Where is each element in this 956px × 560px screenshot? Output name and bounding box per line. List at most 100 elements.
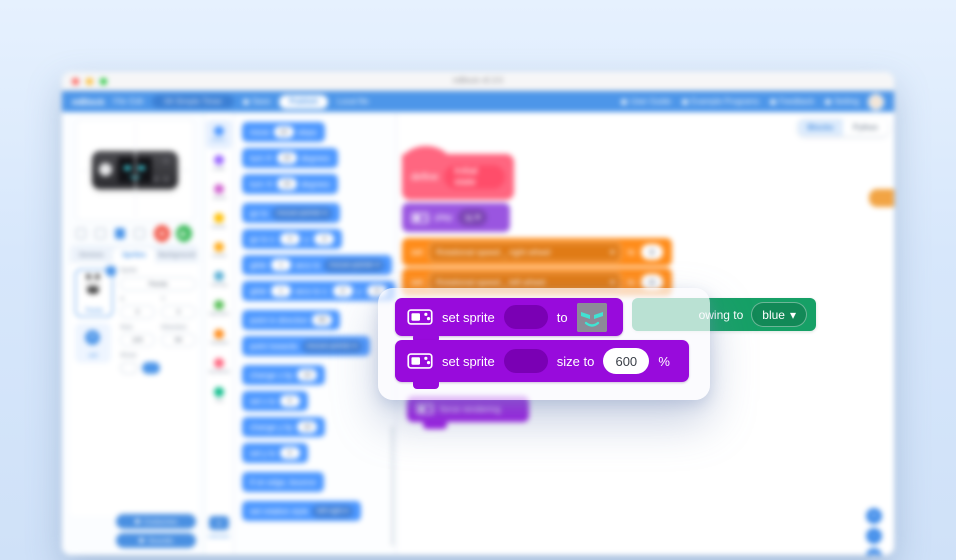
sounds-button[interactable]: Sounds: [116, 533, 196, 548]
sound-dropdown[interactable]: hi ▾: [458, 209, 487, 226]
hide-toggle[interactable]: [120, 362, 138, 374]
tab-devices[interactable]: Devices: [78, 252, 104, 259]
variable-dropdown[interactable]: Rotational speed _ left wheel ▾: [429, 272, 622, 292]
palette-block[interactable]: set y to 0: [242, 443, 308, 463]
stage-large-view-icon[interactable]: [114, 227, 126, 239]
set-variable-block-right-wheel[interactable]: set Rotational speed _ right wheel ▾ to 0: [402, 238, 672, 266]
category-events[interactable]: Events: [206, 207, 232, 236]
user-avatar[interactable]: [868, 93, 884, 110]
menu-item-example-programs[interactable]: Example Programs: [681, 97, 759, 106]
collapsed-drawer-handle[interactable]: [869, 189, 894, 207]
local-file-button[interactable]: Local file: [337, 97, 369, 106]
menu-item-edit[interactable]: Edit: [129, 97, 144, 106]
menu-item-feedback[interactable]: Feedback: [769, 97, 814, 106]
tab-sprites[interactable]: Sprites: [112, 248, 156, 263]
direction-input[interactable]: 90: [161, 333, 196, 347]
category-label: Sound: [212, 195, 226, 201]
define-block[interactable]: define Initial state: [402, 146, 514, 200]
palette-block[interactable]: if on edge, bounce: [242, 472, 324, 492]
size-input[interactable]: 100: [120, 333, 155, 347]
stage-small-view-icon[interactable]: [76, 227, 87, 239]
run-button[interactable]: ▶: [175, 224, 192, 242]
tab-python[interactable]: Python: [843, 119, 888, 136]
number-input[interactable]: 0: [280, 233, 301, 245]
category-sound[interactable]: Sound: [206, 178, 232, 207]
palette-block[interactable]: go to mouse-pointer ▾: [242, 203, 340, 223]
stage-medium-view-icon[interactable]: [95, 227, 106, 239]
zoom-in-button[interactable]: +: [866, 508, 882, 524]
category-motion[interactable]: Motion: [206, 120, 232, 149]
dropdown[interactable]: mouse-pointer ▾: [324, 258, 385, 272]
y-input[interactable]: 0: [161, 305, 196, 319]
palette-block[interactable]: go to x: 0 y: 0: [242, 229, 343, 249]
add-extension-button[interactable]: ≡: [209, 516, 229, 530]
zoom-out-button[interactable]: −: [866, 528, 882, 544]
value-input[interactable]: 0: [641, 274, 663, 290]
number-input[interactable]: 90: [312, 314, 333, 326]
number-input[interactable]: 0: [314, 233, 335, 245]
category-sensing[interactable]: Sensing: [206, 265, 232, 294]
sprite-thumbnail-panda[interactable]: Panda: [75, 266, 116, 317]
category-pen[interactable]: Pen: [206, 381, 232, 410]
menu-item-setting[interactable]: Setting: [825, 97, 859, 106]
number-input[interactable]: 10: [297, 421, 318, 433]
number-input[interactable]: 0: [332, 285, 353, 297]
menu-item-user-guide[interactable]: User Guide: [621, 97, 671, 106]
category-control[interactable]: Control: [206, 236, 232, 265]
minimize-icon[interactable]: [86, 78, 93, 85]
palette-block[interactable]: change y by 10: [242, 417, 326, 437]
palette-block[interactable]: turn ⟳ 15 degrees: [242, 148, 338, 168]
palette-block[interactable]: glide 1 secs to mouse-pointer ▾: [242, 255, 393, 275]
show-toggle[interactable]: [142, 362, 160, 374]
value-input[interactable]: 0: [641, 244, 663, 260]
palette-scrollbar[interactable]: [391, 426, 394, 546]
number-input[interactable]: 1: [270, 285, 291, 297]
category-looks[interactable]: Looks: [206, 149, 232, 178]
script-workspace[interactable]: define Initial state play hi ▾ set Rotati…: [397, 112, 894, 555]
number-input[interactable]: 10: [273, 126, 294, 138]
zoom-window-icon[interactable]: [100, 78, 107, 85]
number-input[interactable]: 15: [276, 152, 297, 164]
palette-block[interactable]: turn ⟲ 15 degrees: [242, 174, 338, 194]
project-name-field[interactable]: 04 Simple Timer: [152, 95, 234, 108]
variable-dropdown[interactable]: Rotational speed _ right wheel ▾: [429, 242, 622, 262]
dropdown[interactable]: mouse-pointer ▾: [301, 339, 362, 353]
dropdown[interactable]: mouse-pointer ▾: [271, 206, 332, 220]
brand-logo[interactable]: mBlock: [72, 96, 105, 107]
number-input[interactable]: 0: [366, 285, 387, 297]
x-input[interactable]: 0: [120, 305, 155, 319]
menu-item-file[interactable]: File: [113, 97, 127, 106]
palette-block[interactable]: change x by 10: [242, 365, 326, 385]
close-icon[interactable]: [72, 78, 79, 85]
palette-block[interactable]: point in direction 90: [242, 310, 341, 330]
category-variables[interactable]: Variables: [206, 323, 232, 352]
number-input[interactable]: 10: [297, 369, 318, 381]
stop-button[interactable]: ■: [153, 224, 170, 242]
number-input[interactable]: 0: [279, 395, 300, 407]
stage-full-view-icon[interactable]: [134, 227, 145, 239]
costumes-button[interactable]: Costumes: [116, 514, 196, 529]
save-button[interactable]: Save: [243, 97, 270, 106]
palette-block[interactable]: set rotation style left-right ▾: [242, 501, 361, 521]
tab-background[interactable]: Background: [158, 252, 196, 259]
number-input[interactable]: 1: [270, 259, 291, 271]
publish-button[interactable]: Publish: [279, 94, 329, 109]
block-text: point towards: [250, 341, 298, 351]
tab-blocks[interactable]: Blocks: [798, 119, 843, 136]
number-input[interactable]: 15: [276, 178, 297, 190]
force-rendering-block[interactable]: force rendering: [407, 396, 529, 422]
sprite-name-input[interactable]: Panda: [120, 277, 196, 291]
play-audio-block[interactable]: play hi ▾: [402, 203, 510, 232]
category-operators[interactable]: Operators: [206, 294, 232, 323]
zoom-reset-button[interactable]: =: [866, 548, 882, 555]
palette-block[interactable]: point towards mouse-pointer ▾: [242, 336, 370, 356]
set-variable-block-left-wheel[interactable]: set Rotational speed _ left wheel ▾ to 0: [402, 268, 672, 296]
palette-block[interactable]: move 10 steps: [242, 122, 325, 142]
add-sprite-button[interactable]: + add: [75, 323, 111, 363]
palette-block[interactable]: set x to 0: [242, 391, 308, 411]
extension-label: extension: [208, 534, 230, 540]
category-my-blocks[interactable]: My Blocks: [206, 352, 232, 381]
palette-block[interactable]: glide 1 secs to x: 0 y: 0: [242, 281, 395, 301]
number-input[interactable]: 0: [279, 447, 300, 459]
dropdown[interactable]: left-right ▾: [312, 504, 353, 518]
